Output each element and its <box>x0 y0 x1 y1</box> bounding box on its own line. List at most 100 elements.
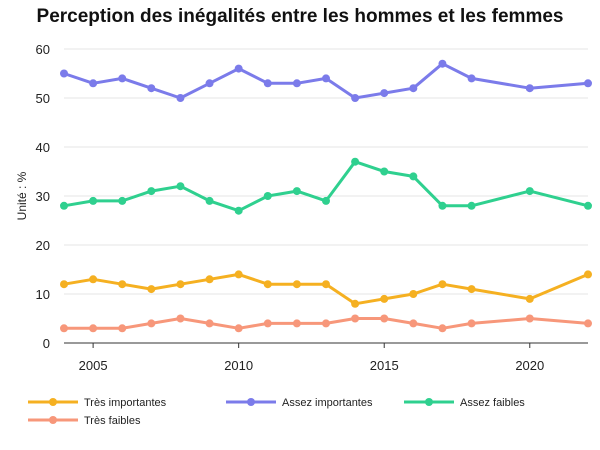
data-point <box>89 275 98 284</box>
data-point <box>292 79 301 88</box>
data-point <box>147 319 156 328</box>
data-point <box>147 285 156 294</box>
data-point <box>467 201 476 210</box>
data-point <box>176 314 185 323</box>
data-point <box>351 94 360 102</box>
data-point <box>292 280 301 289</box>
series-4 <box>60 314 592 333</box>
legend-label: Assez faibles <box>460 397 525 409</box>
data-point <box>89 196 98 205</box>
y-tick-label: 10 <box>36 287 50 302</box>
data-point <box>60 201 68 210</box>
data-point <box>409 172 418 181</box>
data-point <box>322 280 330 289</box>
data-point <box>147 187 156 196</box>
data-point <box>292 319 301 328</box>
data-point <box>118 74 127 83</box>
data-point <box>351 157 360 166</box>
data-point <box>380 167 389 176</box>
data-point <box>60 69 68 78</box>
y-tick-label: 60 <box>36 42 50 57</box>
data-point <box>263 79 272 88</box>
data-point <box>234 270 243 279</box>
data-point <box>380 294 389 303</box>
series-line <box>63 272 589 306</box>
data-point <box>60 324 68 333</box>
data-point <box>234 64 243 73</box>
legend-label: Très faibles <box>84 415 141 427</box>
chart-title: Perception des inégalités entre les homm… <box>36 6 564 27</box>
data-point <box>263 192 272 200</box>
data-point <box>322 196 330 205</box>
data-point <box>525 314 534 323</box>
legend-label: Très importantes <box>84 397 167 409</box>
data-point <box>380 89 389 98</box>
data-point <box>584 319 592 328</box>
data-point <box>438 324 447 333</box>
x-tick-label: 2010 <box>224 358 253 373</box>
data-point <box>584 79 592 88</box>
data-point <box>205 196 214 205</box>
y-axis-label: Unité : % <box>15 171 29 220</box>
legend-label: Assez importantes <box>282 397 373 409</box>
data-point <box>467 74 476 83</box>
series-1 <box>60 270 592 308</box>
data-point <box>263 319 272 328</box>
legend-swatch-dot <box>425 398 433 406</box>
data-point <box>584 201 592 210</box>
legend-item: Assez importantes <box>226 397 373 409</box>
data-point <box>322 74 330 83</box>
x-tick-label: 2020 <box>515 358 544 373</box>
data-point <box>438 280 447 289</box>
legend-swatch-dot <box>49 398 57 406</box>
data-point <box>525 84 534 93</box>
data-point <box>234 206 243 215</box>
data-point <box>467 285 476 294</box>
data-point <box>118 196 127 205</box>
legend-item: Très importantes <box>28 397 167 409</box>
axis-layer: 0 10 20 30 40 50 60 2005 2010 2015 2020 <box>36 42 588 373</box>
data-point <box>176 94 185 102</box>
data-point <box>205 275 214 284</box>
legend-item: Très faibles <box>28 415 141 427</box>
data-point <box>118 280 127 289</box>
x-tick-label: 2005 <box>79 358 108 373</box>
data-point <box>409 290 418 298</box>
data-point <box>176 182 185 191</box>
data-point <box>89 79 98 88</box>
data-point <box>467 319 476 328</box>
series-2 <box>60 59 592 102</box>
data-point <box>60 280 68 289</box>
data-point <box>322 319 330 328</box>
legend-item: Assez faibles <box>404 397 525 409</box>
y-tick-label: 30 <box>36 189 50 204</box>
data-point <box>351 299 360 308</box>
data-point <box>263 280 272 289</box>
data-point <box>89 324 98 333</box>
data-point <box>176 280 185 289</box>
data-point <box>147 84 156 93</box>
data-point <box>234 324 243 333</box>
y-tick-label: 0 <box>43 336 50 351</box>
x-tick-label: 2015 <box>370 358 399 373</box>
data-point <box>438 201 447 210</box>
y-tick-label: 50 <box>36 91 50 106</box>
data-point <box>205 79 214 88</box>
legend: Très importantes Assez importantes Assez f… <box>28 397 525 427</box>
data-point <box>351 314 360 323</box>
legend-swatch-dot <box>49 416 57 424</box>
series-3 <box>60 157 592 215</box>
data-point <box>525 294 534 303</box>
data-point <box>292 187 301 196</box>
data-point <box>380 314 389 323</box>
data-point <box>409 84 418 93</box>
data-point <box>525 187 534 196</box>
data-point <box>584 270 592 279</box>
data-point <box>205 319 214 328</box>
data-point <box>409 319 418 328</box>
data-point <box>118 324 127 333</box>
data-point <box>438 59 447 68</box>
legend-swatch-dot <box>247 398 255 406</box>
